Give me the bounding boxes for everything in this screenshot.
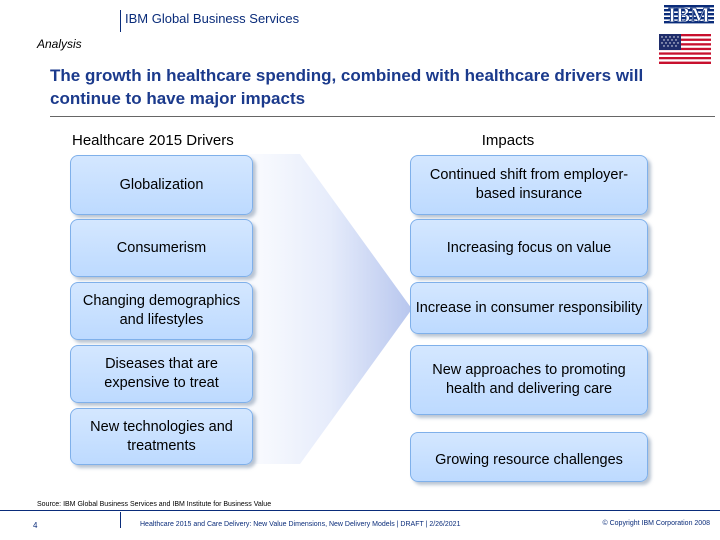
footer-meta: Healthcare 2015 and Care Delivery: New V…: [140, 521, 461, 528]
chevron-arrow-graphic: [230, 154, 412, 464]
driver-globalization: Globalization: [70, 155, 253, 215]
driver-consumerism: Consumerism: [70, 219, 253, 277]
impact-new-approaches: New approaches to promoting health and d…: [410, 345, 648, 415]
title-rule: [50, 116, 715, 117]
footer-copyright: © Copyright IBM Corporation 2008: [602, 520, 711, 527]
header-bar: [0, 0, 720, 30]
drivers-heading: Healthcare 2015 Drivers: [72, 132, 234, 149]
page-number: 4: [33, 521, 38, 530]
footer-source: Source: IBM Global Business Services and…: [37, 501, 272, 508]
footer-divider: [120, 512, 121, 528]
footer-rule: [0, 510, 720, 511]
header-title: IBM Global Business Services: [125, 11, 300, 26]
slide-title: The growth in healthcare spending, combi…: [50, 66, 644, 108]
ibm-logo: IBM: [664, 4, 714, 26]
impact-focus-on-value: Increasing focus on value: [410, 219, 648, 277]
ibm-logo-text: IBM: [668, 4, 710, 26]
impact-resource-challenges: Growing resource challenges: [410, 432, 648, 482]
driver-diseases: Diseases that are expensive to treat: [70, 345, 253, 403]
driver-new-technologies: New technologies and treatments: [70, 408, 253, 465]
impacts-heading: Impacts: [481, 132, 535, 149]
section-label: Analysis: [37, 37, 82, 51]
us-flag-icon: [659, 34, 711, 64]
driver-demographics: Changing demographics and lifestyles: [70, 282, 253, 340]
impact-consumer-responsibility: Increase in consumer responsibility: [410, 282, 648, 334]
header-divider: [120, 10, 121, 32]
impact-employer-insurance-shift: Continued shift from employer-based insu…: [410, 155, 648, 215]
